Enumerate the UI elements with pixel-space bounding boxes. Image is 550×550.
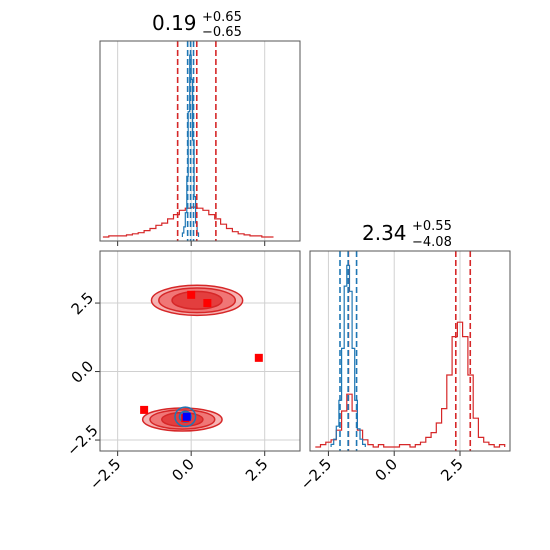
title-2-upper: +0.55 <box>412 219 452 234</box>
x-tick-label: −2.5 <box>297 455 335 493</box>
y-tick-label: 2.5 <box>68 289 98 319</box>
axes-frame <box>309 250 511 452</box>
blue-marker <box>182 412 191 421</box>
x-tick-label: 0.0 <box>371 455 401 485</box>
axes-frame <box>99 40 301 242</box>
title-param-1: 0.19 +0.65 −0.65 <box>152 10 242 40</box>
red-marker <box>187 290 196 299</box>
title-param-2: 2.34 +0.55 −4.08 <box>362 219 452 250</box>
red-marker <box>254 353 263 362</box>
red-marker <box>203 299 212 308</box>
x-tick-label: 2.5 <box>437 455 467 485</box>
axes-frame <box>99 250 301 452</box>
red-marker <box>140 405 149 414</box>
histogram-red-param-2 <box>315 321 506 448</box>
title-1-value: 0.19 <box>152 11 197 35</box>
title-2-lower: −4.08 <box>412 235 452 250</box>
red-contour <box>171 290 223 310</box>
y-tick-label: 0.0 <box>68 357 98 387</box>
blue-contour <box>174 406 197 428</box>
title-2-value: 2.34 <box>362 221 407 245</box>
panel-marginal-1 <box>99 40 301 246</box>
title-1-upper: +0.65 <box>202 10 242 25</box>
panel-joint: −2.5 0.0 2.52.50.0−2.5 <box>63 250 301 494</box>
x-tick-label: −2.5 <box>86 455 124 493</box>
x-tick-label: 2.5 <box>242 455 272 485</box>
x-tick-label: 0.0 <box>168 455 198 485</box>
panel-marginal-2: −2.5 0.0 2.5 <box>297 250 511 494</box>
title-1-lower: −0.65 <box>202 25 242 40</box>
